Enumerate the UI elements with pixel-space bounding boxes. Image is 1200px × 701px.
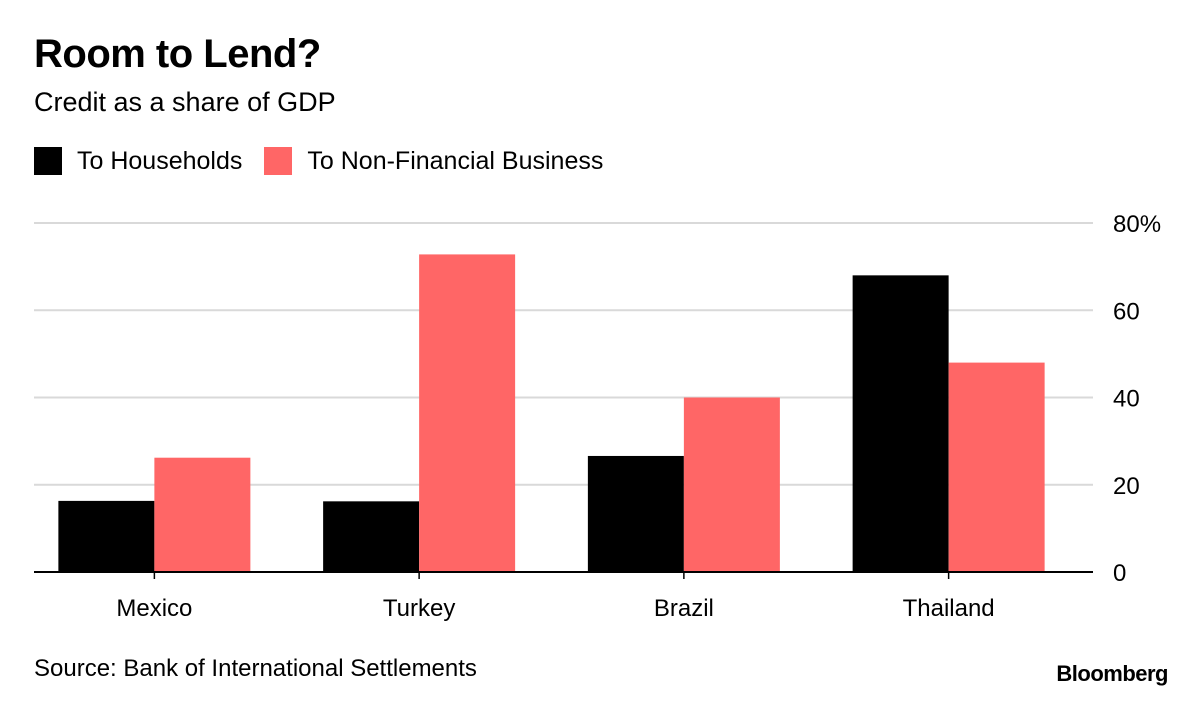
bar-households-turkey: [323, 501, 420, 572]
y-tick-label-40: 40: [1113, 386, 1140, 413]
bloomberg-logo: Bloomberg: [1056, 661, 1168, 686]
bar-households-thailand: [852, 275, 949, 572]
bar-households-mexico: [58, 500, 155, 572]
x-tick-label-thailand: Thailand: [903, 595, 995, 622]
bar-business-thailand: [948, 362, 1045, 572]
x-tick-label-mexico: Mexico: [116, 595, 192, 622]
y-tick-label-20: 20: [1113, 473, 1140, 500]
legend-label-business: To Non-Financial Business: [307, 146, 604, 175]
x-tick-label-brazil: Brazil: [654, 595, 714, 622]
y-tick-label-60: 60: [1113, 298, 1140, 325]
bar-business-brazil: [683, 397, 780, 572]
legend-item-households: To Households: [34, 147, 242, 175]
legend-swatch-households: [34, 147, 62, 175]
chart-subtitle: Credit as a share of GDP: [34, 87, 336, 117]
bar-business-turkey: [419, 254, 516, 572]
bar-households-brazil: [587, 455, 684, 572]
legend-label-households: To Households: [77, 146, 243, 175]
legend-item-business: To Non-Financial Business: [264, 147, 603, 175]
legend: To Households To Non-Financial Business: [34, 147, 625, 175]
y-tick-label-80: 80%: [1113, 211, 1161, 238]
bar-business-mexico: [154, 457, 251, 572]
source-note: Source: Bank of International Settlement…: [34, 655, 477, 682]
x-tick-label-turkey: Turkey: [383, 595, 455, 622]
chart-title: Room to Lend?: [34, 32, 321, 76]
y-tick-label-0: 0: [1113, 560, 1126, 587]
legend-swatch-business: [264, 147, 293, 175]
